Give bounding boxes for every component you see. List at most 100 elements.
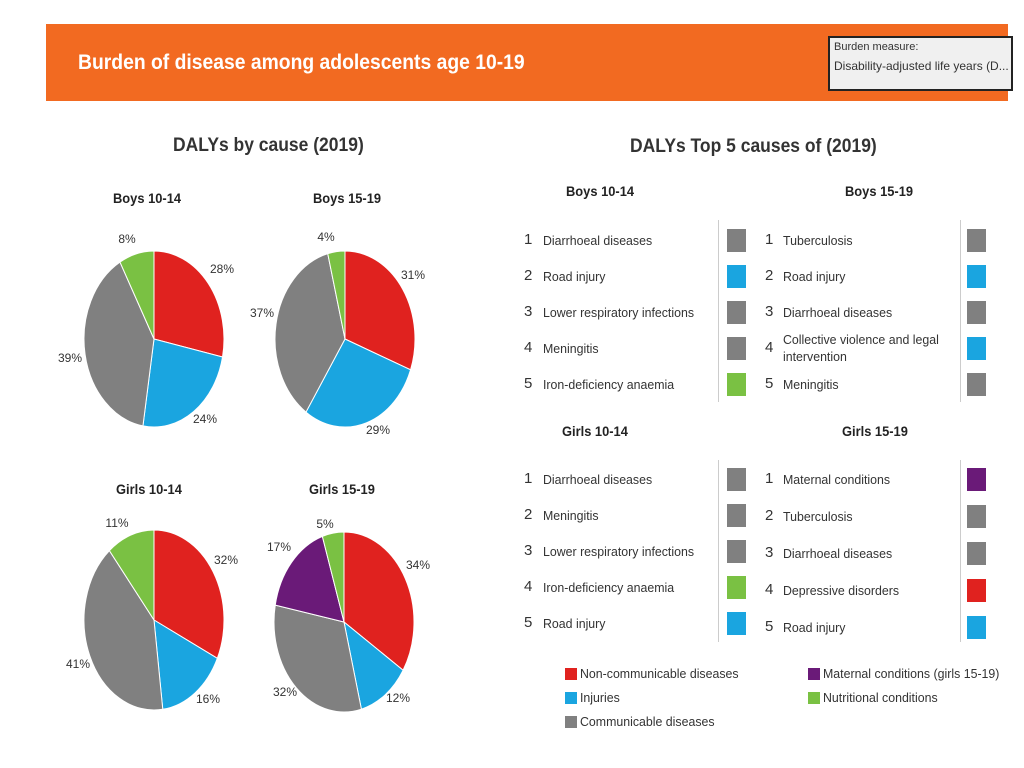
rank-number: 2 (524, 506, 533, 523)
table-divider (960, 220, 961, 402)
cause-color-swatch (727, 373, 746, 396)
cause-label: Collective violence and legal interventi… (783, 332, 939, 364)
cause-label: Diarrhoeal diseases (783, 305, 893, 320)
pie-slice-2-0 (153, 529, 225, 660)
legend-label: Non-communicable diseases (580, 666, 739, 681)
cause-label: Maternal conditions (783, 472, 891, 487)
rank-number: 3 (524, 303, 533, 320)
rank-number: 3 (765, 303, 774, 320)
table-divider (718, 460, 719, 642)
cause-color-swatch (727, 612, 746, 635)
rank-number: 2 (524, 267, 533, 284)
top5-section-title: DALYs Top 5 causes of (2019) (630, 136, 877, 157)
legend-swatch (808, 692, 820, 704)
top5-title: Girls 15-19 (842, 423, 908, 439)
cause-color-swatch (727, 229, 746, 252)
cause-label: Iron-deficiency anaemia (543, 580, 675, 595)
pie-slice-1-2 (274, 253, 346, 413)
legend-label: Nutritional conditions (823, 690, 938, 705)
legend-swatch (565, 716, 577, 728)
pie-slice-3-3 (274, 535, 345, 623)
pie-label-2-3: 11% (105, 516, 128, 530)
cause-label: Road injury (783, 269, 846, 284)
pie-label-3-1: 12% (386, 691, 410, 705)
table-divider (960, 460, 961, 642)
cause-label: Meningitis (543, 341, 599, 356)
pies-section-title: DALYs by cause (2019) (173, 135, 364, 156)
pie-slice-0-3 (119, 250, 155, 340)
cause-color-swatch (967, 542, 986, 565)
page-title: Burden of disease among adolescents age … (78, 51, 525, 74)
pie-label-3-3: 17% (267, 540, 291, 554)
legend-label: Injuries (580, 690, 620, 705)
rank-number: 1 (524, 470, 533, 487)
pie-slice-2-2 (83, 549, 164, 711)
pie-label-0-2: 39% (58, 351, 82, 365)
rank-number: 5 (765, 375, 774, 392)
pie-label-0-3: 8% (118, 232, 136, 246)
rank-number: 4 (765, 581, 774, 598)
rank-number: 4 (524, 339, 533, 356)
pie-slice-0-1 (142, 338, 224, 428)
rank-number: 3 (765, 544, 774, 561)
pie-label-2-1: 16% (196, 692, 220, 706)
cause-color-swatch (967, 505, 986, 528)
pie-label-1-0: 31% (401, 268, 425, 282)
pie-slice-1-1 (305, 338, 412, 428)
cause-label: Depressive disorders (783, 583, 900, 598)
pie-slice-0-2 (83, 261, 155, 427)
cause-color-swatch (967, 229, 986, 252)
pie-slice-3-2 (273, 604, 362, 713)
top5-title: Girls 10-14 (562, 423, 628, 439)
cause-label: Tuberculosis (783, 509, 853, 524)
cause-label: Meningitis (783, 377, 839, 392)
rank-number: 2 (765, 267, 774, 284)
rank-number: 1 (765, 231, 774, 248)
rank-number: 5 (524, 375, 533, 392)
pie-slice-1-0 (344, 250, 416, 371)
cause-color-swatch (727, 301, 746, 324)
burden-measure-label: Burden measure: (834, 41, 919, 53)
cause-color-swatch (727, 468, 746, 491)
rank-number: 4 (765, 339, 774, 356)
cause-label: Iron-deficiency anaemia (543, 377, 675, 392)
legend-swatch (565, 668, 577, 680)
cause-color-swatch (967, 373, 986, 396)
pie-title-boys-10-14: Boys 10-14 (113, 190, 182, 206)
pie-label-0-1: 24% (193, 412, 217, 426)
cause-color-swatch (967, 616, 986, 639)
rank-number: 1 (524, 231, 533, 248)
pie-label-1-1: 29% (366, 423, 390, 437)
pie-label-0-0: 28% (210, 262, 234, 276)
cause-color-swatch (727, 337, 746, 360)
cause-color-swatch (727, 576, 746, 599)
legend-label: Communicable diseases (580, 714, 715, 729)
rank-number: 5 (524, 614, 533, 631)
pie-slice-0-0 (153, 250, 225, 358)
pie-label-1-2: 37% (250, 306, 274, 320)
cause-label: Road injury (543, 269, 606, 284)
top5-title: Boys 15-19 (845, 183, 914, 199)
cause-label: Lower respiratory infections (543, 305, 695, 320)
cause-label: Meningitis (543, 508, 599, 523)
burden-measure-select[interactable]: Burden measure: Disability-adjusted life… (828, 36, 1013, 91)
cause-label: Lower respiratory infections (543, 544, 695, 559)
legend-swatch (808, 668, 820, 680)
cause-label: Road injury (783, 620, 846, 635)
pie-charts: 28% 24% 39% 8% 31% 29% 37% 4% 32% 16% 41% 11% 34% 12%… (58, 230, 430, 713)
cause-color-swatch (967, 301, 986, 324)
rank-number: 1 (765, 470, 774, 487)
pie-slice-1-3 (327, 250, 346, 340)
pie-label-1-3: 4% (317, 230, 335, 244)
pie-slice-3-4 (321, 531, 345, 623)
cause-color-swatch (967, 579, 986, 602)
cause-color-swatch (967, 337, 986, 360)
cause-color-swatch (727, 540, 746, 563)
rank-number: 2 (765, 507, 774, 524)
top5-title: Boys 10-14 (566, 183, 635, 199)
pie-slice-2-1 (153, 619, 218, 710)
table-divider (718, 220, 719, 402)
rank-number: 4 (524, 578, 533, 595)
burden-measure-value[interactable]: Disability-adjusted life years (D... (834, 59, 1009, 73)
pie-title-girls-15-19: Girls 15-19 (309, 481, 375, 497)
